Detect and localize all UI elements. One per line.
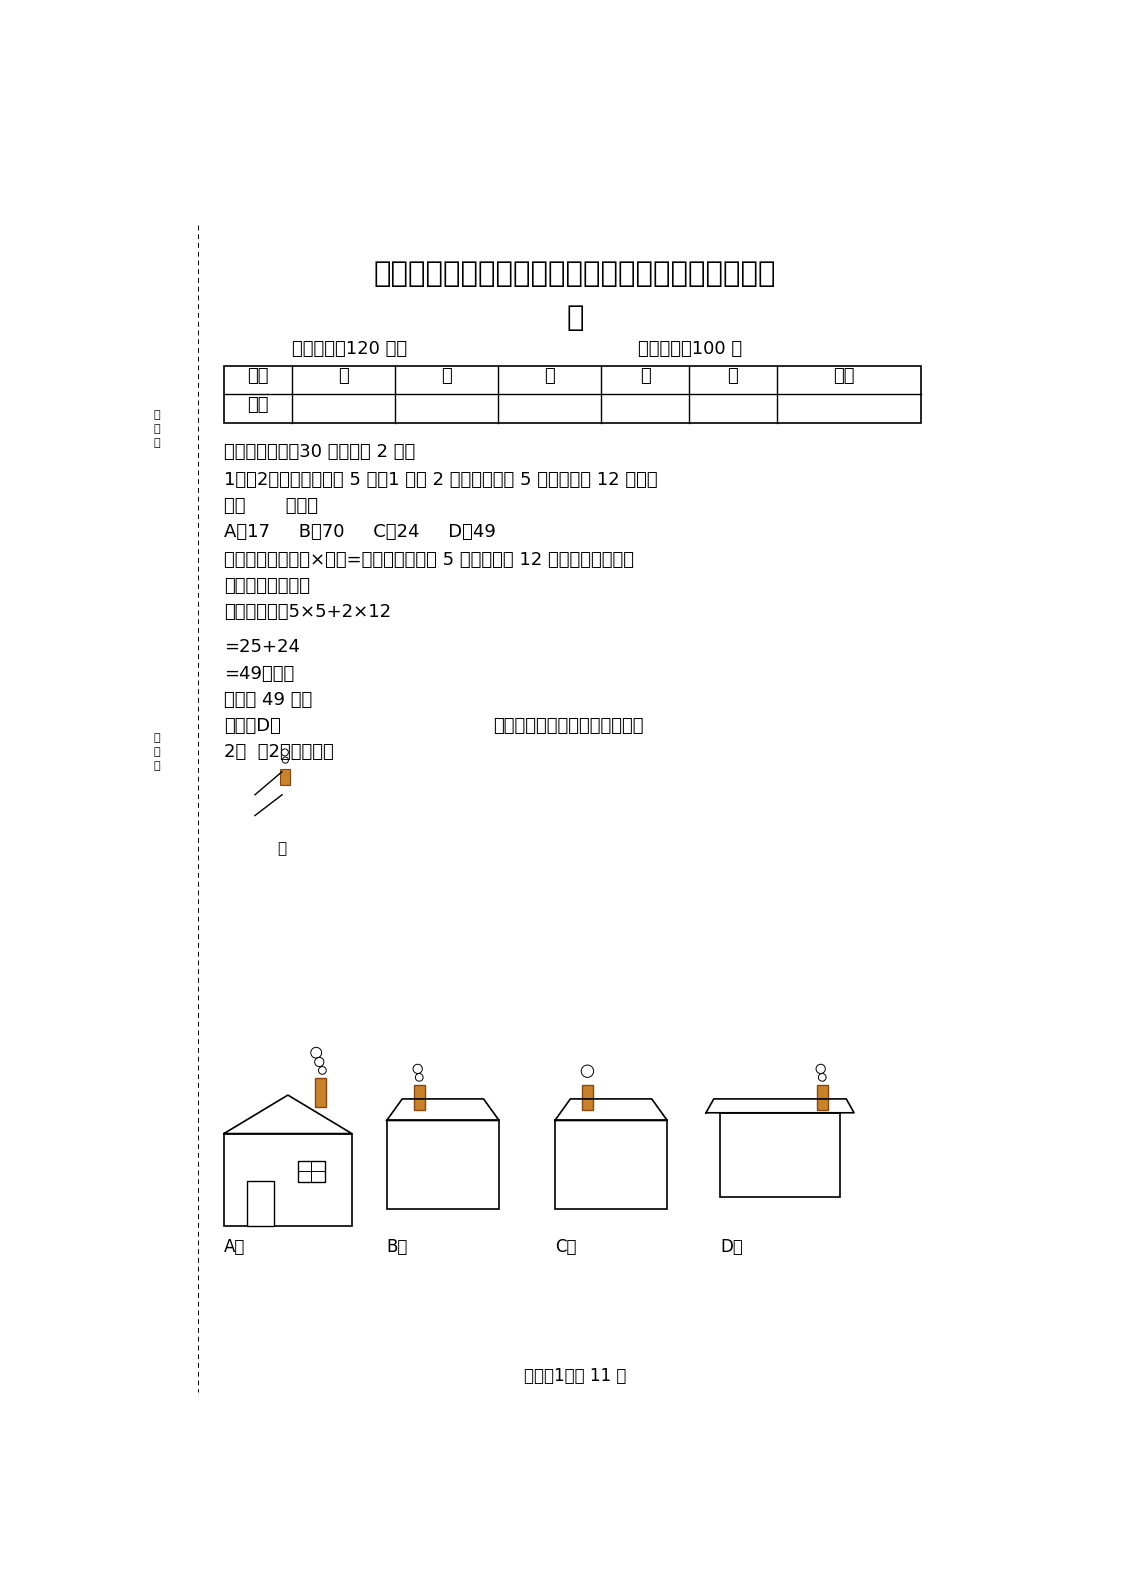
Text: 1．（2分）一本笔记本 5 元，1 支笔 2 元，笑笑买了 5 本笔记本和 12 支笔．: 1．（2分）一本笔记本 5 元，1 支笔 2 元，笑笑买了 5 本笔记本和 12… [224,471,657,488]
Text: 装
订
线: 装 订 线 [154,411,160,447]
Text: 辅
助
线: 辅 助 线 [154,733,160,771]
Text: 案: 案 [567,305,583,333]
Text: 深圳市龙岗区小学三年级数学上册期末模拟试卷及答: 深圳市龙岗区小学三年级数学上册期末模拟试卷及答 [374,260,776,287]
Text: ）张照片是在房子的后边拍的．: ）张照片是在房子的后边拍的． [493,717,643,734]
Text: 二: 二 [441,368,452,385]
Text: 考试时间：120 分钟: 考试时间：120 分钟 [292,341,407,358]
Text: 田: 田 [277,841,286,856]
Text: 共（       ）元．: 共（ ）元． [224,496,318,515]
Text: 五: 五 [727,368,738,385]
Text: 再相加求和即可．: 再相加求和即可． [224,577,310,595]
Text: 分数: 分数 [247,396,269,414]
Bar [297,1161,324,1182]
Text: 四: 四 [640,368,651,385]
Bar [817,1085,828,1110]
Text: =49（元）: =49（元） [224,665,294,682]
Text: 答：共 49 元．: 答：共 49 元． [224,691,312,709]
Bar [414,1085,424,1110]
Bar [279,769,289,785]
Bar [387,1120,499,1209]
Text: 2．  （2分）下面（: 2． （2分）下面（ [224,744,333,761]
Text: 【分析】根据单价×数量=总价，分别求出 5 本笔记本和 12 支笔的总价，然后: 【分析】根据单价×数量=总价，分别求出 5 本笔记本和 12 支笔的总价，然后 [224,550,634,569]
Text: C．: C． [555,1237,577,1256]
Text: A．17     B．70     C．24     D．49: A．17 B．70 C．24 D．49 [224,523,496,541]
Bar [247,1182,274,1226]
Bar [315,1078,327,1107]
Text: B．: B． [387,1237,408,1256]
Bar [582,1085,592,1110]
Bar [224,366,921,423]
Text: 题号: 题号 [247,368,269,385]
Text: 考试总分：100 分: 考试总分：100 分 [638,341,743,358]
Text: 试卷第1页共 11 页: 试卷第1页共 11 页 [524,1367,626,1385]
Text: 总分: 总分 [834,368,855,385]
Text: 故选：D．: 故选：D． [224,717,280,734]
Text: D．: D． [720,1237,743,1256]
Text: =25+24: =25+24 [224,639,300,657]
Text: 三: 三 [544,368,555,385]
Text: A．: A． [224,1237,246,1256]
Bar [224,1134,352,1226]
Bar [555,1120,668,1209]
Text: 一: 一 [339,368,349,385]
Text: 【解答】解：5×5+2×12: 【解答】解：5×5+2×12 [224,603,392,622]
Text: 一、选择题．（30 分，每题 2 分）: 一、选择题．（30 分，每题 2 分） [224,442,415,462]
Bar [720,1113,840,1197]
